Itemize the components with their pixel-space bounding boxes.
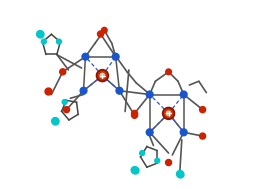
Circle shape: [155, 158, 160, 163]
Circle shape: [98, 31, 104, 37]
Circle shape: [100, 73, 105, 78]
Circle shape: [132, 112, 138, 118]
Circle shape: [56, 39, 61, 44]
Circle shape: [37, 31, 43, 37]
Circle shape: [146, 129, 153, 136]
Circle shape: [132, 110, 138, 116]
Circle shape: [112, 53, 119, 60]
Circle shape: [164, 109, 173, 118]
Circle shape: [180, 91, 187, 98]
Circle shape: [180, 129, 187, 136]
Circle shape: [140, 151, 145, 156]
Circle shape: [64, 107, 70, 113]
Circle shape: [146, 91, 153, 98]
Circle shape: [96, 70, 108, 82]
Circle shape: [80, 87, 87, 94]
Circle shape: [60, 69, 66, 75]
Circle shape: [166, 111, 171, 116]
Circle shape: [98, 71, 107, 80]
Circle shape: [166, 69, 171, 75]
Circle shape: [82, 53, 89, 60]
Circle shape: [163, 107, 175, 119]
Circle shape: [166, 160, 172, 166]
Circle shape: [41, 39, 46, 44]
Circle shape: [200, 133, 206, 139]
Circle shape: [52, 118, 59, 124]
Circle shape: [200, 107, 206, 113]
Circle shape: [131, 167, 138, 174]
Circle shape: [102, 27, 107, 33]
Circle shape: [62, 100, 67, 105]
Circle shape: [177, 170, 183, 177]
Circle shape: [116, 87, 123, 94]
